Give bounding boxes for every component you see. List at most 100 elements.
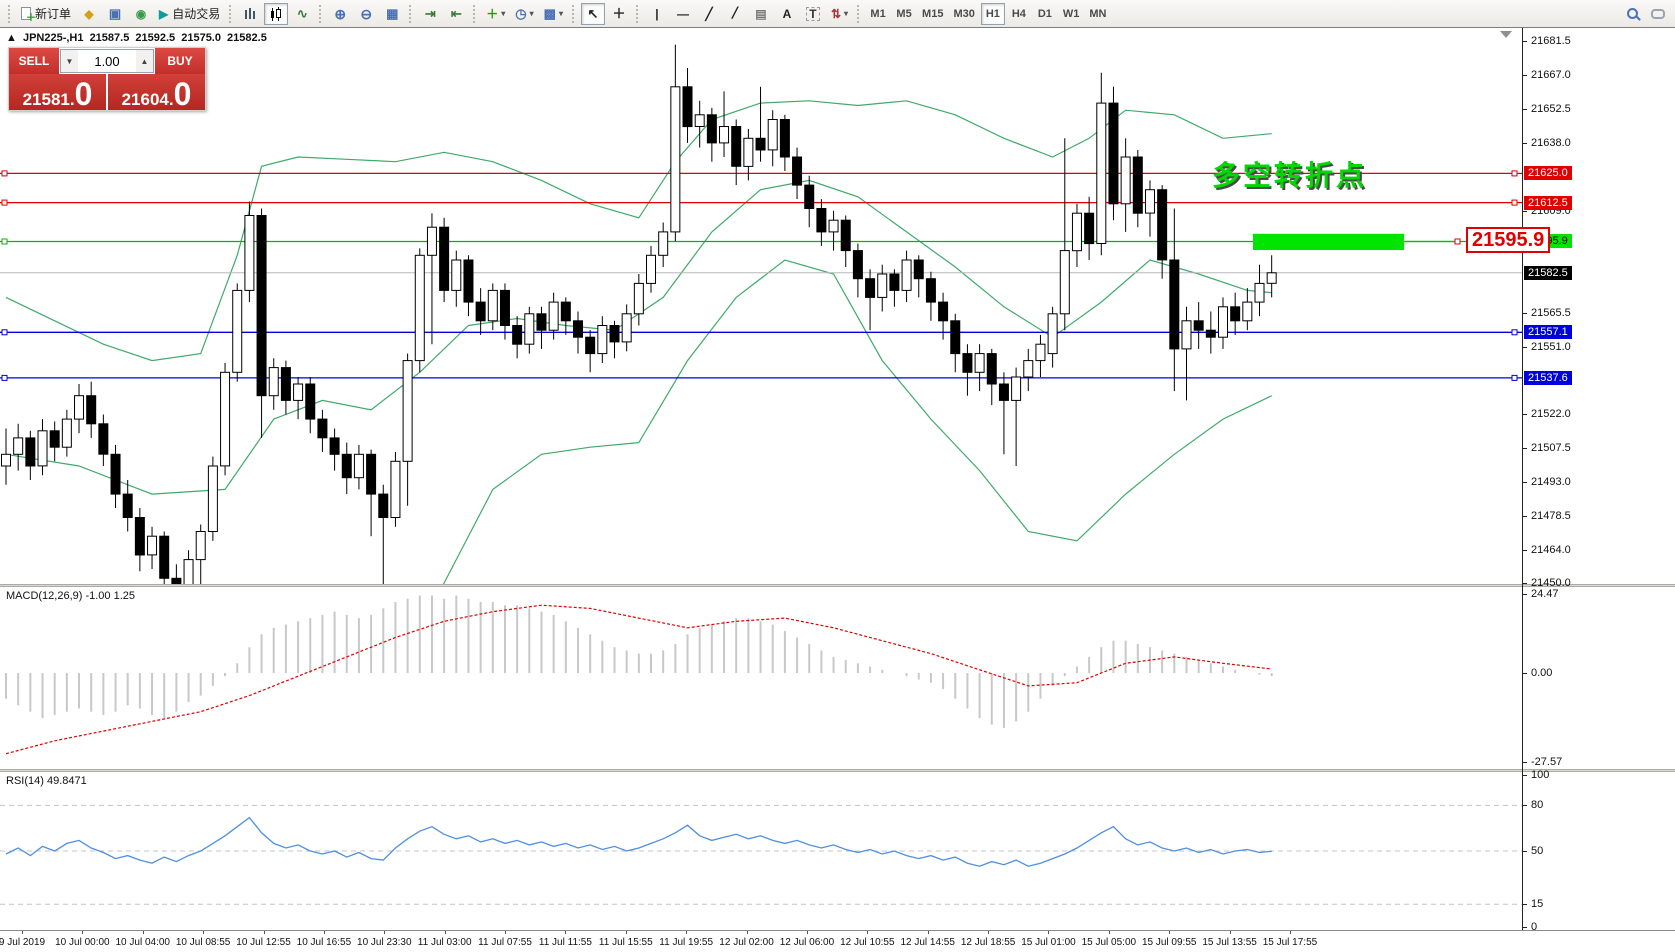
data-window-button[interactable]: ▣ <box>103 3 127 25</box>
toolbar-grip <box>857 4 861 23</box>
panel-splitter[interactable] <box>0 584 1675 587</box>
tf-m30-button[interactable]: M30 <box>949 3 978 25</box>
candle-body <box>244 215 255 291</box>
candle-body <box>633 282 644 315</box>
horizontal-line-button[interactable]: — <box>671 3 695 25</box>
chart-text-annotation[interactable]: 多空转折点 <box>1212 160 1368 191</box>
tf-d1-button[interactable]: D1 <box>1033 3 1057 25</box>
time-axis[interactable]: 9 Jul 2019 10 Jul 00:00 10 Jul 04:00 10 Jul… <box>0 931 1675 952</box>
candle-body <box>232 289 243 373</box>
candle-body <box>147 535 158 556</box>
highlight-bar[interactable] <box>1253 233 1404 250</box>
volume-down-button[interactable]: ▼ <box>61 50 78 72</box>
hline-handle[interactable] <box>1 374 8 381</box>
sell-price[interactable]: 21581. 0 <box>9 74 106 110</box>
hline-handle[interactable] <box>1 170 8 177</box>
tf-d1-button-label: D1 <box>1037 7 1052 20</box>
auto-trading-button[interactable]: ▶ 自动交易 <box>155 3 224 25</box>
main-chart[interactable] <box>0 28 1522 584</box>
auto-scroll-button[interactable]: ⇥ <box>418 3 442 25</box>
hline-handle[interactable] <box>1 199 8 206</box>
hline-handle[interactable] <box>1511 199 1518 206</box>
periods-button[interactable]: ◷ ▾ <box>511 3 537 25</box>
zoom-in-button[interactable]: ⊕ <box>328 3 352 25</box>
crosshair-icon: ＋ <box>612 6 626 21</box>
indicators-button[interactable]: ＋ ▾ <box>482 3 509 25</box>
tf-mn-button[interactable]: MN <box>1085 3 1110 25</box>
candle-body <box>1096 102 1107 244</box>
candle-body <box>74 395 85 420</box>
hline-handle[interactable] <box>1 329 8 336</box>
label-button[interactable]: T <box>801 3 825 25</box>
dropdown-caret-icon: ▾ <box>501 9 506 18</box>
tf-h1-button[interactable]: H1 <box>980 2 1005 25</box>
time-tick <box>1169 931 1171 934</box>
axis-label: 21450.0 <box>1531 577 1571 589</box>
candle-body <box>1266 272 1277 284</box>
axis-tick <box>1523 75 1527 77</box>
buy-button[interactable]: BUY <box>155 48 205 74</box>
time-tick <box>444 931 446 934</box>
text-button[interactable]: A <box>775 3 799 25</box>
axis-label: 21478.5 <box>1531 510 1571 523</box>
hline-handle[interactable] <box>1511 374 1518 381</box>
sell-price-pip: 0 <box>74 75 93 112</box>
zoom-out-button[interactable]: ⊖ <box>354 3 378 25</box>
arrows-button[interactable]: ⇅ ▾ <box>827 3 852 25</box>
candle-body <box>804 184 815 210</box>
panel-splitter[interactable] <box>0 769 1675 772</box>
chat-button[interactable] <box>1646 3 1670 25</box>
cursor-button[interactable]: ↖ <box>580 2 605 25</box>
sell-button[interactable]: SELL <box>9 48 59 74</box>
line-chart-button[interactable]: ∿ <box>290 3 314 25</box>
axis-label: 15 <box>1531 898 1544 911</box>
vertical-line-button[interactable]: | <box>645 3 669 25</box>
macd-panel[interactable] <box>0 587 1522 769</box>
candle-body <box>1132 156 1143 214</box>
toolbar-grip <box>319 4 323 23</box>
rsi-panel[interactable] <box>0 772 1522 930</box>
tile-windows-button[interactable]: ▦ <box>380 3 404 25</box>
tf-h4-button[interactable]: H4 <box>1007 3 1031 25</box>
crosshair-button[interactable]: ＋ <box>607 3 631 25</box>
candlestick-icon <box>270 6 283 21</box>
hline-handle[interactable] <box>1511 329 1518 336</box>
fibonacci-button[interactable]: ▤ <box>749 3 773 25</box>
candle-body <box>731 126 742 167</box>
volume-input[interactable] <box>78 50 136 72</box>
new-order-button[interactable]: 新订单 <box>17 3 75 25</box>
chart-window[interactable]: 21681.5 21667.0 21652.5 21638.0 21609.0 21565… <box>0 28 1675 952</box>
candle-body <box>1242 301 1253 322</box>
chart-shift-marker-icon[interactable] <box>1500 31 1512 38</box>
trendline-button[interactable]: ╱ <box>697 3 721 25</box>
tf-m15-button[interactable]: M15 <box>918 3 947 25</box>
hline-handle[interactable] <box>1 238 8 245</box>
templates-button[interactable]: ▩ ▾ <box>540 3 567 25</box>
label-icon: T <box>806 6 820 21</box>
channel-button[interactable]: ╱╱ <box>723 3 747 25</box>
buy-price[interactable]: 21604. 0 <box>108 74 205 110</box>
volume-up-button[interactable]: ▲ <box>136 50 153 72</box>
symbol-name: JPN225-,H1 <box>22 32 84 44</box>
navigator-button[interactable]: ◉ <box>129 3 153 25</box>
hline-icon: — <box>676 6 689 21</box>
collapse-arrow-icon[interactable]: ▲ <box>6 32 17 44</box>
time-label: 15 Jul 09:55 <box>1141 937 1197 948</box>
tf-m5-button[interactable]: M5 <box>892 3 916 25</box>
axis-tick <box>1523 805 1527 807</box>
candle-body <box>159 535 170 579</box>
chart-shift-button[interactable]: ⇤ <box>444 3 468 25</box>
hline-handle[interactable] <box>1511 170 1518 177</box>
market-watch-button[interactable]: ◆ <box>77 3 101 25</box>
axis-label: 21681.5 <box>1531 35 1571 48</box>
time-tick <box>927 931 929 934</box>
tf-w1-button[interactable]: W1 <box>1059 3 1084 25</box>
tf-m1-button[interactable]: M1 <box>866 3 890 25</box>
candlestick-button[interactable] <box>264 2 289 25</box>
bar-chart-button[interactable] <box>238 3 262 25</box>
time-label: 11 Jul 19:55 <box>659 937 714 948</box>
flag-handle[interactable] <box>1454 238 1461 245</box>
tf-m1-button-label: M1 <box>870 7 886 20</box>
price-callout-label[interactable]: 21595.9 <box>1466 227 1551 253</box>
search-button[interactable] <box>1620 3 1644 25</box>
